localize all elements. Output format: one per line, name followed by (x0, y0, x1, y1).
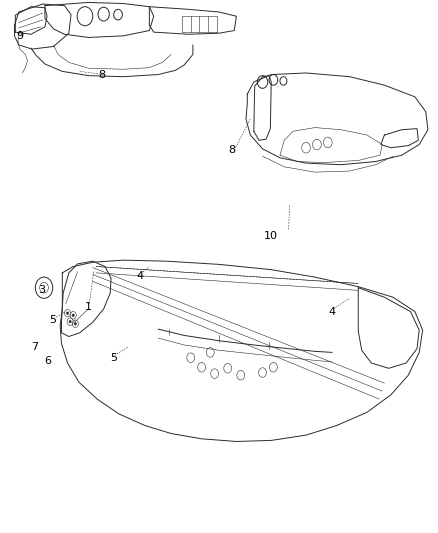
Circle shape (72, 314, 74, 317)
Text: 5: 5 (110, 353, 117, 363)
Text: 6: 6 (44, 356, 51, 366)
Text: 8: 8 (229, 145, 236, 155)
Circle shape (69, 320, 71, 323)
Text: 9: 9 (16, 31, 23, 41)
Text: 4: 4 (136, 271, 143, 280)
Circle shape (74, 322, 77, 325)
Circle shape (67, 312, 69, 314)
Text: 10: 10 (263, 231, 277, 241)
Text: 3: 3 (39, 285, 46, 295)
Text: 1: 1 (85, 302, 92, 312)
Text: 5: 5 (49, 314, 56, 325)
Text: 8: 8 (98, 70, 105, 79)
Text: 7: 7 (32, 342, 39, 352)
Text: 4: 4 (328, 306, 336, 317)
